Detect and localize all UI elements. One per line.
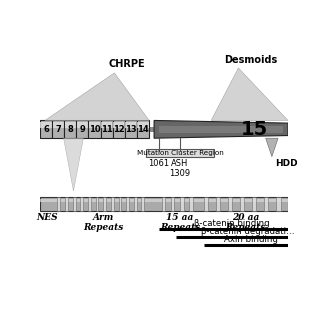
Text: CHRPE: CHRPE [108,59,145,69]
Text: 6: 6 [43,125,49,134]
FancyBboxPatch shape [264,197,268,211]
Text: Mutation Cluster Region: Mutation Cluster Region [137,150,223,156]
FancyBboxPatch shape [64,120,76,138]
FancyBboxPatch shape [80,197,83,211]
Text: 10: 10 [89,125,100,134]
FancyBboxPatch shape [171,197,174,211]
FancyBboxPatch shape [189,197,193,211]
FancyBboxPatch shape [276,197,281,211]
FancyBboxPatch shape [40,197,288,211]
Text: 15 aa
Repeats: 15 aa Repeats [160,213,200,232]
Text: 14: 14 [137,125,149,134]
Text: β-catenin degradati…: β-catenin degradati… [201,227,295,236]
FancyBboxPatch shape [134,197,137,211]
Text: NES: NES [36,213,58,222]
FancyBboxPatch shape [65,197,68,211]
Polygon shape [64,138,84,191]
FancyBboxPatch shape [228,197,232,211]
FancyBboxPatch shape [89,120,100,138]
FancyBboxPatch shape [252,197,256,211]
FancyBboxPatch shape [204,197,208,211]
FancyBboxPatch shape [118,197,121,211]
FancyBboxPatch shape [52,120,64,138]
FancyBboxPatch shape [159,126,283,133]
Text: Desmoids: Desmoids [224,55,277,65]
FancyBboxPatch shape [126,197,129,211]
Text: β-catenin binding: β-catenin binding [194,219,269,228]
Text: Arm
Repeats: Arm Repeats [83,213,124,232]
FancyBboxPatch shape [113,120,125,138]
FancyBboxPatch shape [77,122,88,128]
FancyBboxPatch shape [100,120,113,138]
Polygon shape [211,68,288,120]
FancyBboxPatch shape [180,197,184,211]
FancyBboxPatch shape [216,197,220,211]
FancyBboxPatch shape [40,120,52,138]
FancyBboxPatch shape [141,197,144,211]
FancyBboxPatch shape [103,197,106,211]
FancyBboxPatch shape [125,120,137,138]
FancyBboxPatch shape [40,199,288,202]
FancyBboxPatch shape [96,197,99,211]
Polygon shape [45,73,149,120]
FancyBboxPatch shape [65,122,76,128]
FancyBboxPatch shape [76,120,89,138]
Text: ASH
1309: ASH 1309 [170,159,191,178]
Text: 7: 7 [55,125,61,134]
FancyBboxPatch shape [57,197,60,211]
FancyBboxPatch shape [146,148,214,157]
Text: 9: 9 [80,125,85,134]
Text: 13: 13 [125,125,137,134]
FancyBboxPatch shape [41,122,52,128]
Polygon shape [266,138,278,157]
Text: HDD: HDD [276,159,298,168]
Polygon shape [154,120,288,138]
Text: 1061: 1061 [148,159,170,168]
FancyBboxPatch shape [137,120,149,138]
FancyBboxPatch shape [111,197,114,211]
Text: 20 aa
Repeats: 20 aa Repeats [226,213,266,232]
FancyBboxPatch shape [125,122,137,128]
Text: 11: 11 [101,125,113,134]
FancyBboxPatch shape [149,127,154,132]
FancyBboxPatch shape [73,197,76,211]
Text: Axin binding: Axin binding [224,235,277,244]
FancyBboxPatch shape [101,122,112,128]
Text: 15: 15 [241,120,268,139]
FancyBboxPatch shape [138,122,148,128]
FancyBboxPatch shape [113,122,124,128]
FancyBboxPatch shape [89,122,100,128]
FancyBboxPatch shape [52,122,64,128]
FancyBboxPatch shape [162,197,165,211]
FancyBboxPatch shape [88,197,91,211]
FancyBboxPatch shape [240,197,244,211]
Text: 8: 8 [68,125,73,134]
Text: 12: 12 [113,125,125,134]
